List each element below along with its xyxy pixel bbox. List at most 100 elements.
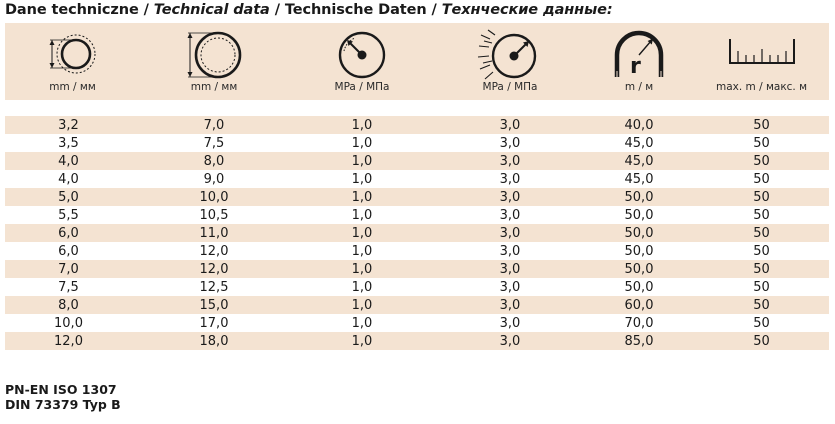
max-length-cell: 50 bbox=[694, 170, 829, 188]
table-row: 6,0 11,0 1,0 3,0 50,0 50 bbox=[5, 224, 829, 242]
cell-value: 3,0 bbox=[499, 298, 521, 313]
bend-radius-cell: 60,0 bbox=[584, 296, 694, 314]
cell-value: 3,0 bbox=[499, 154, 521, 169]
bend-radius-cell: 50,0 bbox=[584, 260, 694, 278]
title-separator: / bbox=[269, 2, 285, 18]
header-inner-diameter: mm / мм bbox=[5, 23, 140, 100]
working-pressure-cell: 1,0 bbox=[288, 170, 436, 188]
outer-diameter-cell: 15,0 bbox=[140, 296, 288, 314]
max-length-cell: 50 bbox=[694, 224, 829, 242]
burst-pressure-cell: 3,0 bbox=[436, 116, 584, 134]
cell-value: 3,0 bbox=[499, 118, 521, 133]
burst-pressure-cell: 3,0 bbox=[436, 152, 584, 170]
cell-value: 4,0 bbox=[58, 154, 79, 169]
inner-diameter-cell: 6,0 bbox=[5, 242, 140, 260]
working-pressure-cell: 1,0 bbox=[288, 134, 436, 152]
cell-value: 3,0 bbox=[499, 190, 521, 205]
outer-diameter-cell: 10,5 bbox=[140, 206, 288, 224]
cell-value: 50,0 bbox=[624, 190, 654, 205]
max-length-ruler-icon bbox=[728, 39, 795, 64]
title-separator: / bbox=[426, 2, 442, 18]
cell-value: 45,0 bbox=[624, 172, 654, 187]
cell-value: 50,0 bbox=[624, 208, 654, 223]
cell-value: 4,0 bbox=[58, 172, 79, 187]
unit-label: max. m / макс. м bbox=[715, 81, 808, 93]
cell-value: 12,5 bbox=[199, 280, 229, 295]
bend-radius-cell: 45,0 bbox=[584, 152, 694, 170]
outer-diameter-icon bbox=[187, 31, 242, 79]
cell-value: 10,5 bbox=[199, 208, 229, 223]
cell-value: 8,0 bbox=[203, 154, 225, 169]
title-separator: / bbox=[138, 2, 154, 18]
cell-value: 50 bbox=[753, 316, 770, 331]
working-pressure-cell: 1,0 bbox=[288, 188, 436, 206]
cell-value: 7,5 bbox=[203, 136, 225, 151]
bend-radius-cell: 50,0 bbox=[584, 188, 694, 206]
burst-pressure-cell: 3,0 bbox=[436, 224, 584, 242]
cell-value: 3,0 bbox=[499, 316, 521, 331]
cell-value: 70,0 bbox=[624, 316, 654, 331]
cell-value: 50 bbox=[753, 136, 770, 151]
table-row: 12,0 18,0 1,0 3,0 85,0 50 bbox=[5, 332, 829, 350]
max-length-cell: 50 bbox=[694, 134, 829, 152]
cell-value: 18,0 bbox=[199, 334, 229, 349]
cell-value: 50 bbox=[753, 334, 770, 349]
bend-radius-cell: 50,0 bbox=[584, 206, 694, 224]
cell-value: 1,0 bbox=[351, 244, 373, 259]
cell-value: 1,0 bbox=[351, 226, 373, 241]
outer-diameter-cell: 17,0 bbox=[140, 314, 288, 332]
cell-value: 1,0 bbox=[351, 298, 373, 313]
max-length-cell: 50 bbox=[694, 116, 829, 134]
page-title: Dane techniczne / Technical data / Techn… bbox=[5, 2, 613, 18]
inner-diameter-cell: 10,0 bbox=[5, 314, 140, 332]
cell-value: 50 bbox=[753, 208, 770, 223]
cell-value: 1,0 bbox=[351, 316, 373, 331]
working-pressure-cell: 1,0 bbox=[288, 314, 436, 332]
inner-diameter-icon bbox=[49, 34, 95, 74]
working-pressure-gauge-icon bbox=[338, 31, 386, 79]
title-english: Technical data bbox=[153, 2, 270, 18]
working-pressure-cell: 1,0 bbox=[288, 224, 436, 242]
table-row: 4,0 8,0 1,0 3,0 45,0 50 bbox=[5, 152, 829, 170]
working-pressure-cell: 1,0 bbox=[288, 260, 436, 278]
max-length-cell: 50 bbox=[694, 206, 829, 224]
inner-diameter-cell: 7,0 bbox=[5, 260, 140, 278]
cell-value: 50 bbox=[753, 154, 770, 169]
table-row: 7,0 12,0 1,0 3,0 50,0 50 bbox=[5, 260, 829, 278]
max-length-cell: 50 bbox=[694, 260, 829, 278]
max-length-cell: 50 bbox=[694, 278, 829, 296]
cell-value: 12,0 bbox=[199, 262, 229, 277]
cell-value: 9,0 bbox=[203, 172, 225, 187]
burst-pressure-gauge-icon bbox=[477, 29, 537, 80]
cell-value: 17,0 bbox=[199, 316, 229, 331]
cell-value: 3,0 bbox=[499, 226, 521, 241]
cell-value: 5,5 bbox=[58, 208, 79, 223]
working-pressure-cell: 1,0 bbox=[288, 278, 436, 296]
outer-diameter-cell: 10,0 bbox=[140, 188, 288, 206]
cell-value: 1,0 bbox=[351, 190, 373, 205]
inner-diameter-cell: 3,2 bbox=[5, 116, 140, 134]
max-length-cell: 50 bbox=[694, 332, 829, 350]
table-row: 3,5 7,5 1,0 3,0 45,0 50 bbox=[5, 134, 829, 152]
bend-radius-cell: 70,0 bbox=[584, 314, 694, 332]
unit-label: mm / мм bbox=[190, 81, 238, 93]
cell-value: 11,0 bbox=[199, 226, 229, 241]
max-length-cell: 50 bbox=[694, 188, 829, 206]
inner-diameter-cell: 4,0 bbox=[5, 170, 140, 188]
cell-value: 7,0 bbox=[58, 262, 79, 277]
table-row: 8,0 15,0 1,0 3,0 60,0 50 bbox=[5, 296, 829, 314]
table-row: 4,0 9,0 1,0 3,0 45,0 50 bbox=[5, 170, 829, 188]
outer-diameter-cell: 12,0 bbox=[140, 242, 288, 260]
bend-radius-cell: 45,0 bbox=[584, 170, 694, 188]
cell-value: 3,0 bbox=[499, 334, 521, 349]
cell-value: 15,0 bbox=[199, 298, 229, 313]
table-row: 3,2 7,0 1,0 3,0 40,0 50 bbox=[5, 116, 829, 134]
title-polish: Dane techniczne bbox=[5, 2, 139, 18]
cell-value: 3,0 bbox=[499, 136, 521, 151]
table-header: mm / мм mm / мм MPa / МПа bbox=[5, 23, 829, 100]
working-pressure-cell: 1,0 bbox=[288, 152, 436, 170]
burst-pressure-cell: 3,0 bbox=[436, 188, 584, 206]
burst-pressure-cell: 3,0 bbox=[436, 296, 584, 314]
cell-value: 50 bbox=[753, 244, 770, 259]
svg-text:r: r bbox=[630, 54, 641, 79]
